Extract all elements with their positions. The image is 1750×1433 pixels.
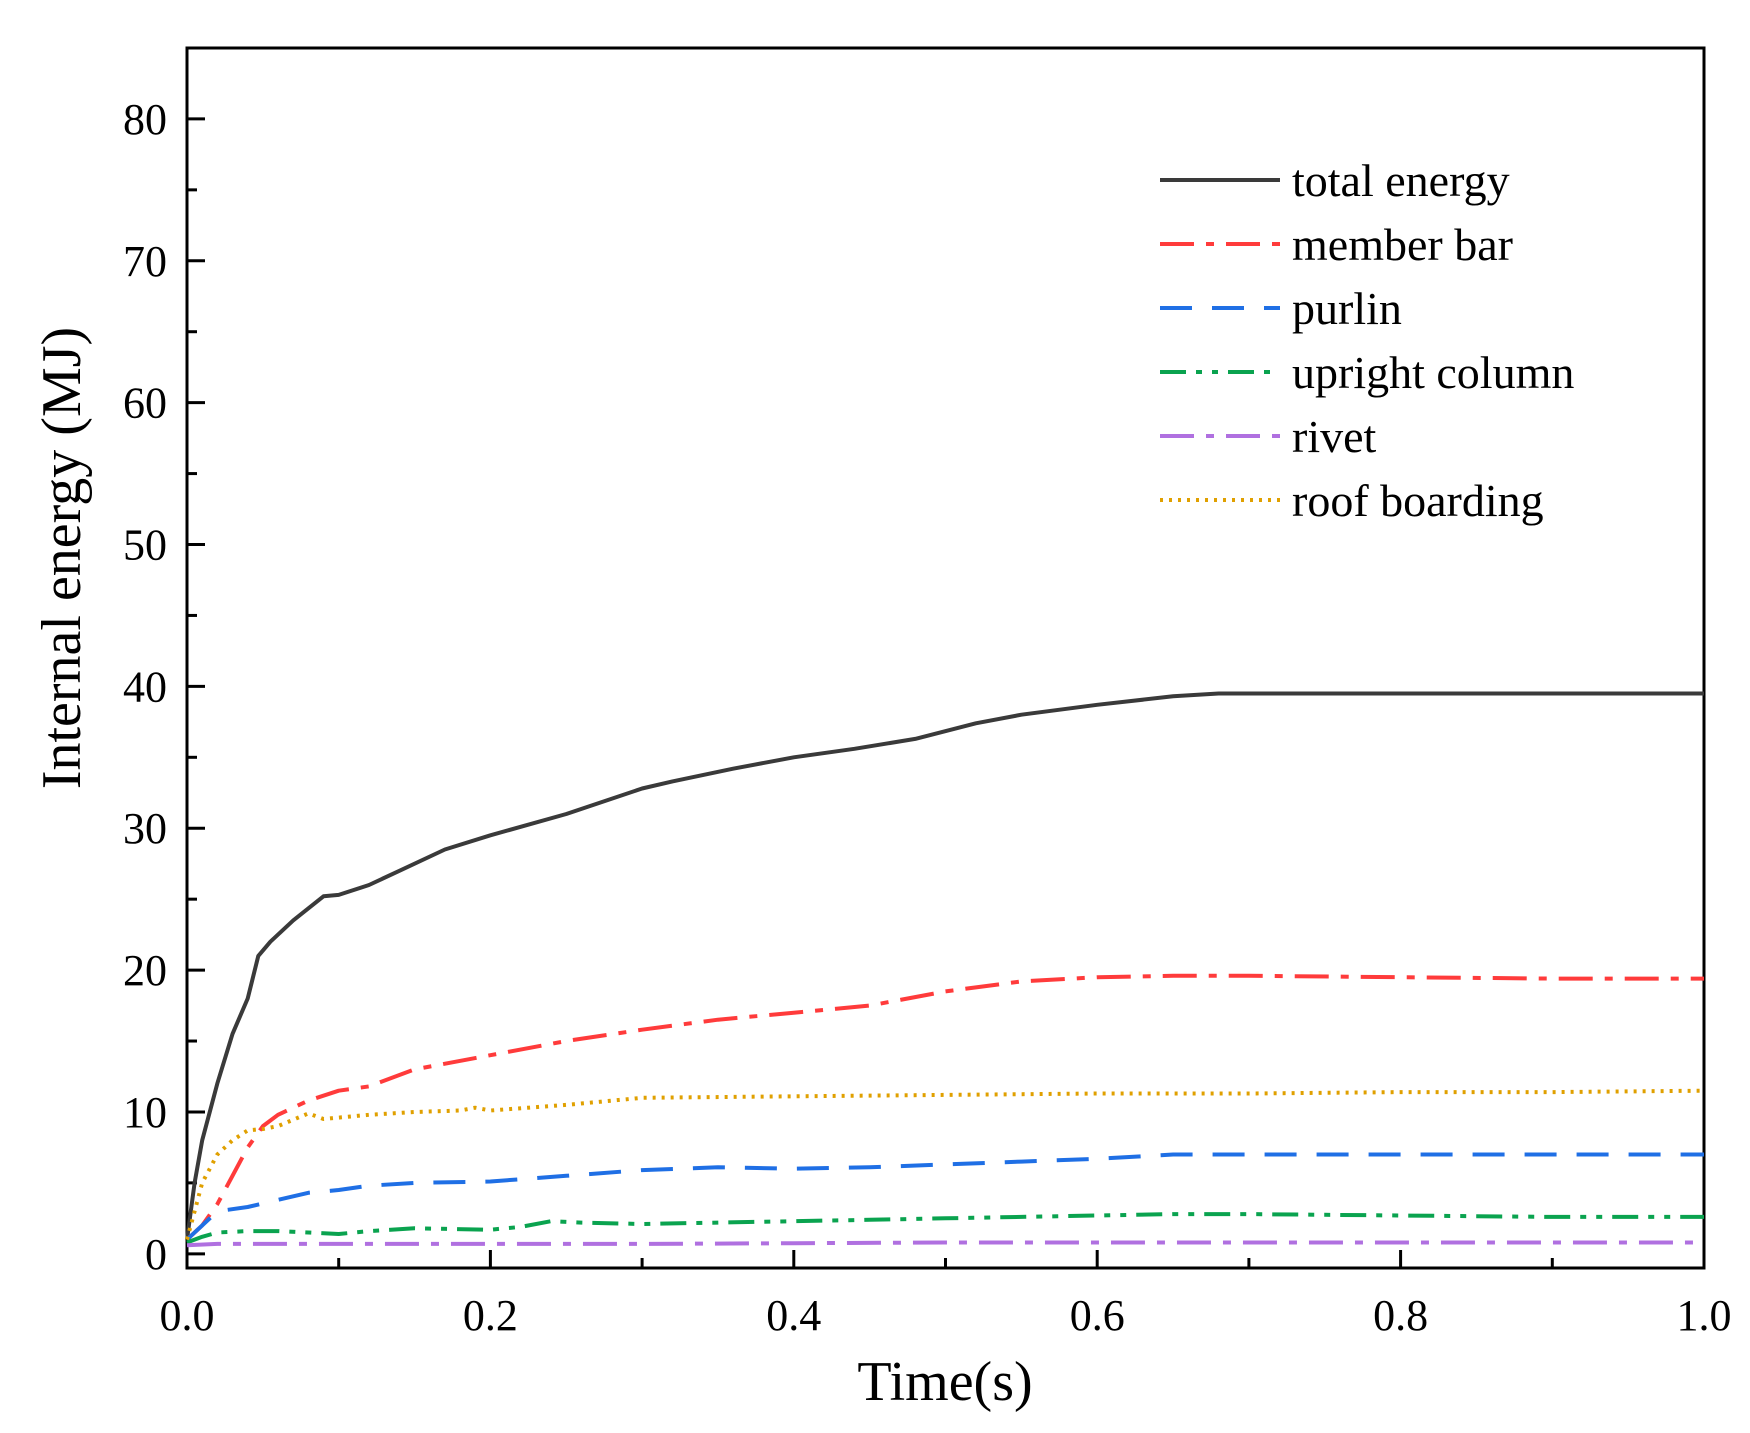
legend-label: roof boarding [1292, 475, 1544, 526]
y-tick-label: 60 [123, 379, 167, 428]
series-line [186, 1212, 1704, 1245]
legend-label: total energy [1292, 155, 1510, 206]
x-tick-label: 0.4 [766, 1291, 821, 1340]
x-tick-label: 0.0 [160, 1291, 215, 1340]
y-tick-label: 50 [123, 521, 167, 570]
legend-label: rivet [1292, 411, 1377, 462]
x-tick-label: 1.0 [1677, 1291, 1732, 1340]
y-tick-label: 20 [123, 946, 167, 995]
y-tick-label: 30 [123, 804, 167, 853]
series-line [185, 973, 1704, 1242]
x-axis-ticks: 0.0 0.2 0.4 0.6 0.8 1.0 [160, 1250, 1732, 1340]
legend-label: member bar [1292, 219, 1513, 270]
series-line [185, 1152, 1704, 1242]
x-tick-label: 0.6 [1070, 1291, 1125, 1340]
legend: total energy member bar purlin upright colu… [1160, 155, 1574, 526]
series-line [186, 1240, 1704, 1248]
y-tick-label: 0 [145, 1230, 167, 1279]
legend-label: upright column [1292, 347, 1574, 398]
y-tick-label: 70 [123, 237, 167, 286]
y-tick-label: 40 [123, 662, 167, 711]
series-layer [185, 691, 1705, 1248]
x-tick-label: 0.8 [1373, 1291, 1428, 1340]
series-line [185, 691, 1704, 1240]
y-axis-title: Internal energy (MJ) [31, 327, 93, 789]
x-axis-title: Time(s) [857, 1351, 1032, 1413]
x-tick-label: 0.2 [463, 1291, 518, 1340]
y-axis-ticks: 0 10 20 30 40 50 60 70 80 [123, 46, 205, 1279]
y-tick-label: 10 [123, 1088, 167, 1137]
legend-label: purlin [1292, 283, 1402, 334]
y-tick-label: 80 [123, 95, 167, 144]
